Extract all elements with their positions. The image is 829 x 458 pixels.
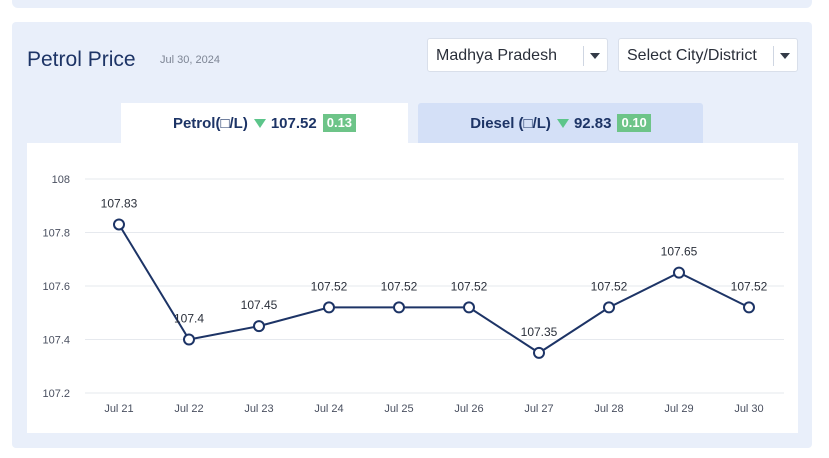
data-label: 107.52 [311,279,348,293]
x-tick-label: Jul 26 [454,403,483,415]
tab-petrol-price: 107.52 [270,114,317,132]
x-tick-label: Jul 22 [174,403,203,415]
price-down-icon [556,118,569,128]
data-label: 107.65 [661,245,698,259]
previous-panel-edge [12,0,812,8]
y-tick-label: 107.4 [42,335,70,347]
y-tick-label: 107.2 [42,388,70,400]
city-select-divider [773,46,774,66]
y-tick-label: 107.8 [42,228,70,240]
tab-petrol-label: Petrol(□/L) [172,114,248,132]
city-select[interactable]: Select City/District [618,38,798,72]
page-title: Petrol Price [27,48,136,71]
y-tick-label: 107.6 [42,281,70,293]
data-label: 107.52 [731,279,768,293]
data-point [463,301,475,314]
tab-diesel-label: Diesel (□/L) [470,114,551,132]
x-tick-label: Jul 30 [734,403,763,415]
x-tick-label: Jul 21 [104,403,133,415]
data-label: 107.52 [381,279,418,293]
data-point [533,346,545,359]
tab-diesel-change-badge: 0.10 [617,114,651,132]
data-label: 107.35 [521,325,558,339]
price-down-icon [253,118,266,128]
city-select-value: Select City/District [627,47,757,64]
chart-card [27,143,798,433]
state-select-value: Madhya Pradesh [436,47,557,64]
data-label: 107.52 [591,279,628,293]
data-point [673,266,685,279]
chevron-down-icon[interactable] [590,53,600,59]
y-tick-label: 108 [52,174,70,186]
data-point [603,301,615,314]
price-date: Jul 30, 2024 [160,54,220,66]
chevron-down-icon[interactable] [780,53,790,59]
series-line [118,223,750,355]
data-point [113,218,125,231]
data-label: 107.4 [174,312,204,326]
data-point [183,333,195,346]
state-select[interactable]: Madhya Pradesh [427,38,608,72]
tab-diesel[interactable]: Diesel (□/L) 92.83 0.10 [418,103,703,143]
tab-diesel-price: 92.83 [573,114,612,132]
data-label: 107.45 [241,298,278,312]
x-tick-label: Jul 24 [314,403,343,415]
data-point [253,320,265,333]
tab-petrol[interactable]: Petrol(□/L) 107.52 0.13 [121,103,408,143]
x-tick-label: Jul 25 [384,403,413,415]
data-point [393,301,405,314]
x-tick-label: Jul 23 [244,403,273,415]
x-tick-label: Jul 28 [594,403,623,415]
data-point [743,301,755,314]
x-tick-label: Jul 29 [664,403,693,415]
data-point [323,301,335,314]
tab-petrol-change-badge: 0.13 [322,114,357,132]
data-label: 107.83 [101,196,138,210]
data-label: 107.52 [451,279,488,293]
x-tick-label: Jul 27 [524,403,553,415]
state-select-divider [583,46,584,66]
